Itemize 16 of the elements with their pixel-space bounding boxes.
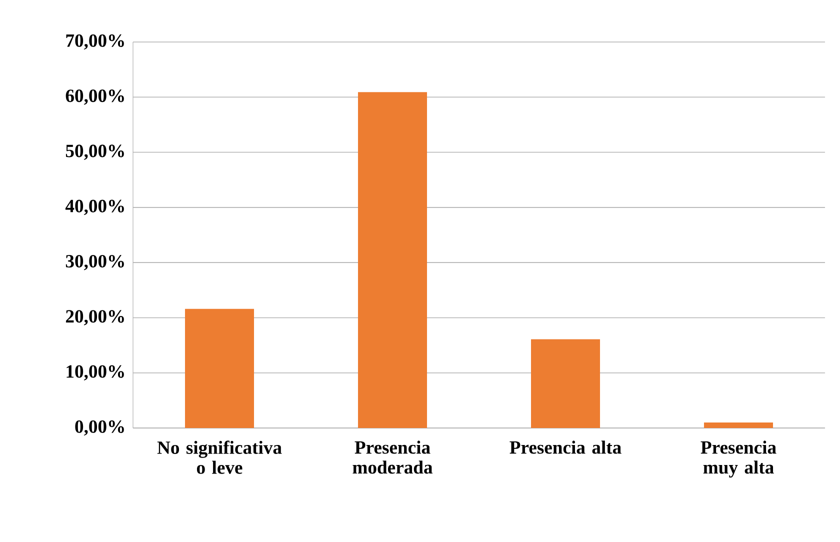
x-tick-label: Presencia alta	[510, 440, 622, 454]
x-tick-label: Presencia moderada	[352, 440, 433, 474]
y-tick-label: 30,00%	[66, 254, 124, 270]
x-tick-label: Presencia muy alta	[700, 440, 776, 478]
y-tick-label: 50,00%	[66, 144, 124, 160]
y-tick-label: 10,00%	[66, 365, 124, 380]
y-tick-label: 40,00%	[65, 200, 124, 216]
bar	[704, 422, 774, 428]
y-tick-label: 0,00%	[75, 420, 124, 436]
y-tick-label: 70,00%	[66, 34, 124, 50]
y-tick-label: 60,00%	[66, 90, 124, 105]
x-tick-label: No significativa o leve	[157, 440, 282, 474]
bar	[531, 339, 600, 428]
y-tick-label: 20,00%	[66, 310, 124, 326]
bar	[358, 92, 428, 428]
bar	[185, 308, 254, 428]
